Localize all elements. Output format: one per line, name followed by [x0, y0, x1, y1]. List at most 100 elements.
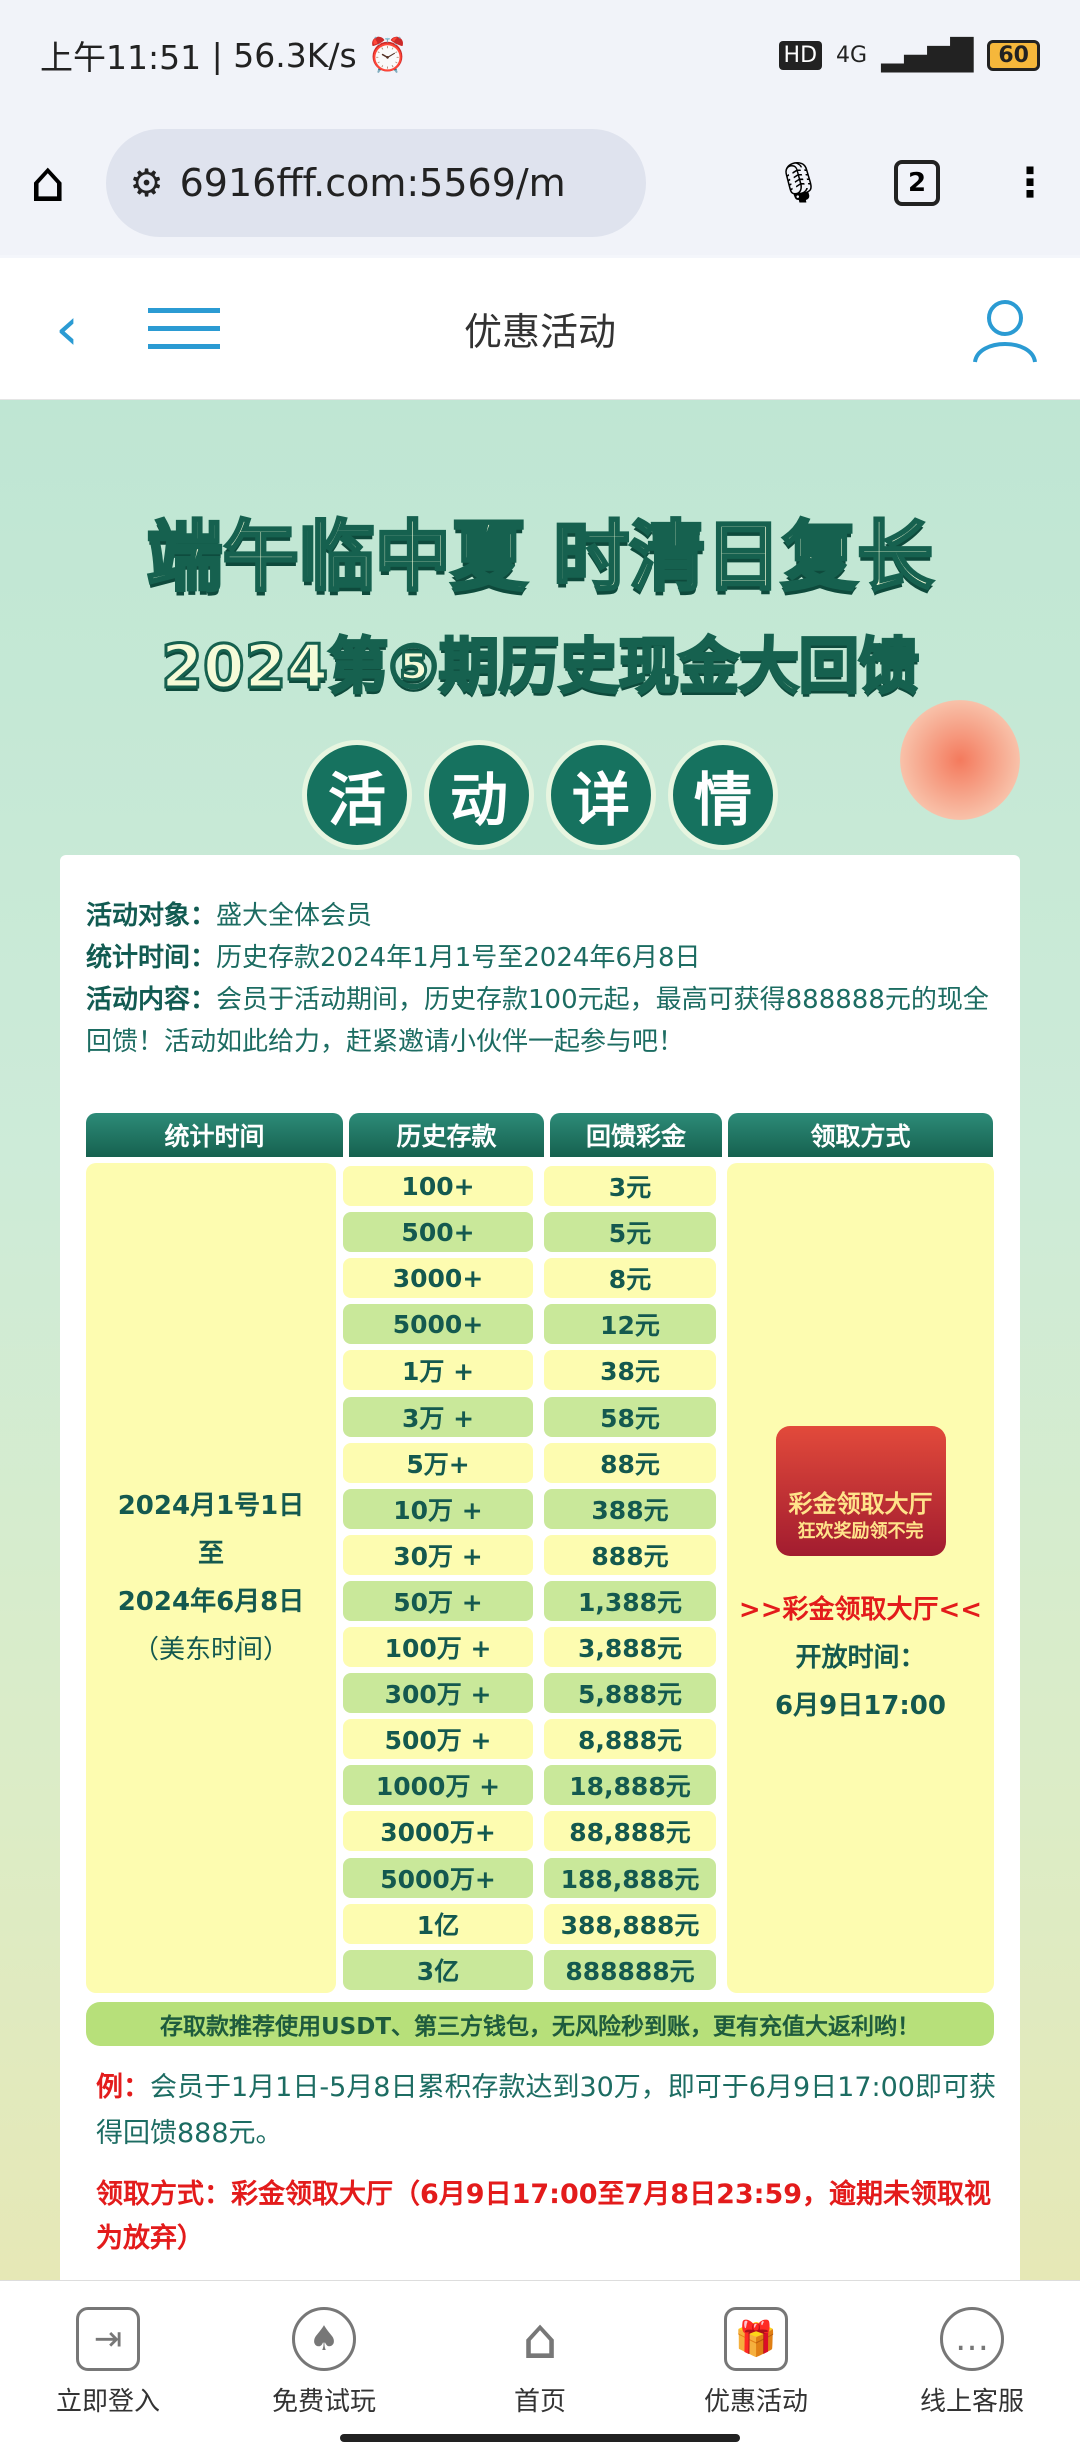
column-header: 回馈彩金: [550, 1113, 722, 1157]
bonus-cell: 188,888元: [544, 1857, 716, 1898]
period-line: 至: [197, 1539, 224, 1569]
promo-title: 端午临中夏 时清日复长: [145, 511, 934, 603]
deposit-cell: 10万 +: [343, 1488, 533, 1529]
deposit-cell: 5000+: [343, 1304, 533, 1345]
address-bar[interactable]: ⚙ 6916fff.com:5569/m: [105, 128, 646, 237]
deposit-cell: 300万 +: [343, 1673, 533, 1714]
bonus-cell: 888888元: [544, 1949, 716, 1990]
page-title: 优惠活动: [463, 310, 616, 354]
claim-method-text: 领取方式：彩金领取大厅（6月9日17:00至7月8日23:59，逾期未领取视为放…: [96, 2179, 992, 2254]
deposit-cell: 100万 +: [343, 1627, 533, 1667]
hd-badge: HD: [778, 40, 823, 70]
content-label: 活动内容：: [86, 985, 217, 1015]
bonus-cell: 18,888元: [544, 1765, 716, 1806]
home-icon[interactable]: ⌂: [30, 150, 66, 215]
nav-label: 线上客服: [919, 2387, 1024, 2417]
bonus-cell: 1,388元: [544, 1580, 716, 1621]
bottom-nav: ⇥ 立即登入 ♠ 免费试玩 ⌂ 首页 🎁 优惠活动 … 线上客服: [0, 2280, 1080, 2460]
tab-switcher-button[interactable]: 2: [894, 159, 940, 206]
table-header: 统计时间 历史存款 回馈彩金 领取方式: [86, 1113, 999, 1157]
nav-login[interactable]: ⇥ 立即登入: [0, 2281, 216, 2460]
bonus-cell: 3元: [544, 1166, 716, 1206]
user-icon[interactable]: [970, 294, 1040, 364]
nav-home[interactable]: ⌂ 首页: [432, 2281, 648, 2460]
example-body: 会员于1月1日-5月8日累积存款达到30万，即可于6月9日17:00即可获得回馈…: [96, 2072, 996, 2149]
nav-support[interactable]: … 线上客服: [864, 2281, 1080, 2460]
site-settings-icon[interactable]: ⚙: [129, 160, 164, 205]
bonus-cell: 5元: [544, 1212, 716, 1253]
login-icon: ⇥: [76, 2307, 140, 2371]
promo-banner: 端午临中夏 时清日复长 2024第⑤期历史现金大回馈 活 动 详 情 活动对象：…: [0, 400, 1080, 2280]
microphone-icon[interactable]: 🎙: [773, 160, 824, 206]
details-card: 活动对象：盛大全体会员 统计时间：历史存款2024年1月1号至2024年6月8日…: [60, 855, 1020, 2280]
deposit-cell: 3000万+: [343, 1811, 533, 1852]
column-header: 历史存款: [349, 1113, 544, 1157]
deposit-cell: 50万 +: [343, 1580, 533, 1621]
menu-icon[interactable]: [148, 295, 220, 362]
deposit-cell: 3万 +: [343, 1396, 533, 1437]
activity-info: 活动对象：盛大全体会员 统计时间：历史存款2024年1月1号至2024年6月8日…: [86, 895, 1006, 1063]
browser-toolbar: ⌂ ⚙ 6916fff.com:5569/m 🎙 2 ⋮: [0, 110, 1080, 255]
deposit-cell: 100+: [343, 1166, 533, 1206]
bonus-cell: 58元: [544, 1396, 716, 1437]
title-char: 情: [668, 740, 778, 850]
deposit-cell: 500万 +: [343, 1719, 533, 1760]
sun-decoration: [900, 700, 1020, 820]
bonus-cell: 388元: [544, 1488, 716, 1529]
period-label: 统计时间：: [86, 943, 217, 973]
reward-hall-badge[interactable]: 彩金领取大厅 狂欢奖励领不完: [775, 1426, 946, 1556]
deposit-tip: 存取款推荐使用USDT、第三方钱包，无风险秒到账，更有充值大返利哟！: [86, 2002, 994, 2046]
deposit-cell: 5000万+: [343, 1857, 533, 1898]
deposit-cell: 3000+: [343, 1258, 533, 1299]
deposit-cell: 5万+: [343, 1442, 533, 1483]
nav-label: 免费试玩: [271, 2387, 376, 2417]
chat-icon: …: [940, 2307, 1004, 2371]
more-menu-icon[interactable]: ⋮: [1010, 159, 1050, 206]
nav-free-trial[interactable]: ♠ 免费试玩: [216, 2281, 432, 2460]
deposit-cell: 500+: [343, 1212, 533, 1253]
deposit-cell: 30万 +: [343, 1534, 533, 1575]
url-text: 6916fff.com:5569/m: [179, 160, 566, 205]
battery-icon: 60: [987, 39, 1040, 71]
signal-icon: ▂▄▆█: [881, 37, 974, 73]
gesture-bar[interactable]: [340, 2434, 740, 2442]
back-icon[interactable]: ‹: [55, 293, 79, 364]
nav-promotions[interactable]: 🎁 优惠活动: [648, 2281, 864, 2460]
bonus-cell: 8元: [544, 1258, 716, 1299]
nav-label: 优惠活动: [703, 2387, 808, 2417]
claim-method-cell: 彩金领取大厅 狂欢奖励领不完 >>彩金领取大厅<< 开放时间： 6月9日17:0…: [727, 1163, 994, 1993]
column-header: 领取方式: [728, 1113, 993, 1157]
reward-hall-link[interactable]: >>彩金领取大厅<<: [738, 1595, 983, 1625]
promo-subtitle: 2024第⑤期历史现金大回馈: [160, 631, 921, 704]
content-value: 会员于活动期间，历史存款100元起，最高可获得888888元的现全回馈！活动如此…: [86, 985, 989, 1057]
status-bar: 上午11:51 | 56.3K/s ⏰ HD 4G ▂▄▆█ 60: [0, 0, 1080, 110]
title-char: 详: [546, 740, 656, 850]
section-title: 活 动 详 情: [0, 740, 1080, 850]
open-time: 6月9日17:00: [775, 1691, 946, 1721]
period-line: 2024年6月8日: [117, 1587, 305, 1617]
badge-line: 彩金领取大厅: [788, 1490, 933, 1518]
spade-icon: ♠: [292, 2307, 356, 2371]
bonus-cell: 38元: [544, 1350, 716, 1391]
page-header: ‹ 优惠活动: [0, 258, 1080, 400]
deposit-cell: 1万 +: [343, 1350, 533, 1391]
title-char: 活: [302, 740, 412, 850]
badge-line: 狂欢奖励领不完: [797, 1521, 924, 1542]
period-line: （美东时间）: [132, 1635, 289, 1665]
target-label: 活动对象：: [86, 901, 217, 931]
title-char: 动: [424, 740, 534, 850]
deposit-cell: 1000万 +: [343, 1765, 533, 1806]
deposit-cell: 1亿: [343, 1903, 533, 1944]
bonus-cell: 8,888元: [544, 1719, 716, 1760]
open-label: 开放时间：: [795, 1643, 926, 1673]
home-icon: ⌂: [522, 2306, 558, 2372]
bonus-cell: 388,888元: [544, 1903, 716, 1944]
deposit-cell: 3亿: [343, 1949, 533, 1990]
net-speed: 56.3K/s: [233, 35, 357, 75]
nav-label: 首页: [513, 2387, 566, 2417]
bonus-cell: 3,888元: [544, 1627, 716, 1667]
example-text: 例：会员于1月1日-5月8日累积存款达到30万，即可于6月9日17:00即可获得…: [96, 2065, 996, 2157]
period-line: 2024月1号1日: [117, 1491, 305, 1521]
nav-label: 立即登入: [55, 2387, 160, 2417]
period-cell: 2024月1号1日 至 2024年6月8日 （美东时间）: [86, 1163, 336, 1993]
